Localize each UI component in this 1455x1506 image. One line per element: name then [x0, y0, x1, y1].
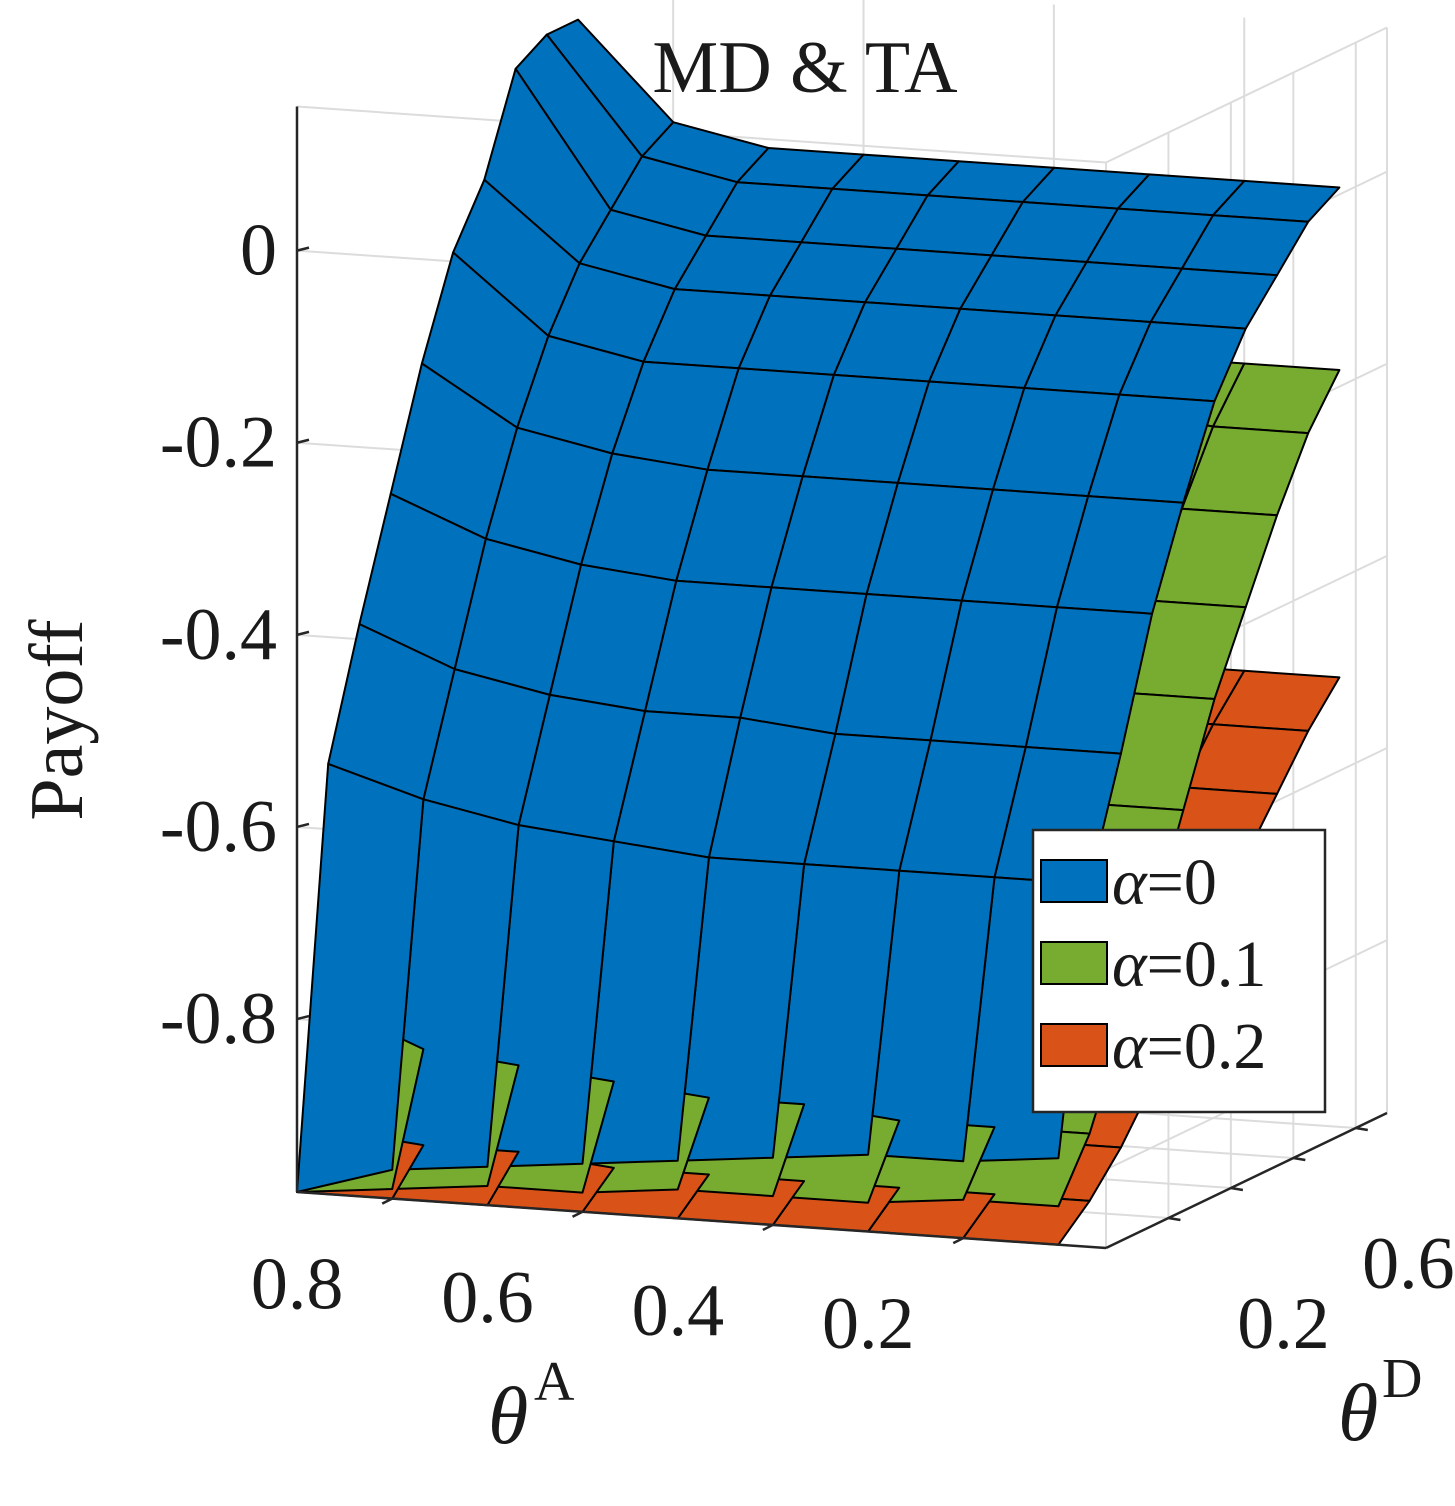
chart-title: MD & TA: [652, 27, 957, 109]
y-axis-label-symbol: θ: [1338, 1367, 1378, 1458]
y-tick: [1293, 1156, 1306, 1162]
legend-entry-symbol: α: [1112, 846, 1148, 919]
y-tick: [1230, 1186, 1244, 1192]
z-tick-label: -0.6: [160, 786, 277, 868]
z-tick: [296, 1014, 310, 1021]
x-tick-label: 0.4: [632, 1270, 725, 1352]
legend: α=0α=0.1α=0.2: [1031, 828, 1327, 1114]
y-tick: [1355, 1126, 1368, 1132]
y-axis-line: [1105, 1111, 1388, 1250]
x-tick: [571, 1210, 584, 1218]
z-tick-label: 0: [240, 210, 277, 292]
x-axis-line: [296, 1190, 1107, 1250]
z-tick: [296, 246, 310, 252]
y-tick-label: 0.6: [1362, 1223, 1455, 1305]
z-axis-label: Payoff: [15, 619, 99, 821]
legend-swatch: [1040, 859, 1108, 903]
z-tick-label: -0.2: [160, 402, 277, 484]
legend-entry-symbol: α: [1112, 1010, 1148, 1083]
y-tick-label: 0.2: [1237, 1283, 1330, 1365]
x-tick: [762, 1223, 774, 1232]
legend-entry-label: α=0.1: [1112, 928, 1266, 1001]
legend-entry-label: α=0: [1112, 846, 1217, 919]
legend-swatch: [1040, 941, 1108, 985]
x-tick: [952, 1236, 964, 1245]
x-axis-label-superscript: A: [534, 1351, 575, 1413]
z-tick-label: -0.8: [160, 978, 277, 1060]
legend-entry-value: =0: [1147, 846, 1217, 919]
x-axis-label-symbol: θ: [488, 1370, 528, 1461]
x-axis-label: θ A: [488, 1351, 575, 1461]
x-tick-label: 0.8: [251, 1244, 344, 1326]
x-tick-label: 0.6: [441, 1257, 534, 1339]
x-tick-label: 0.2: [822, 1283, 915, 1365]
legend-swatch: [1040, 1023, 1108, 1067]
y-axis-label: θ D: [1338, 1348, 1422, 1458]
y-tick: [1168, 1216, 1181, 1222]
legend-entry-value: =0.2: [1147, 1010, 1267, 1083]
x-tick: [381, 1197, 393, 1205]
legend-entry-value: =0.1: [1147, 928, 1267, 1001]
z-tick: [296, 630, 310, 637]
z-tick: [296, 822, 310, 829]
z-tick: [296, 438, 310, 444]
z-tick-label: -0.4: [160, 594, 277, 676]
legend-entry-symbol: α: [1112, 928, 1148, 1001]
legend-entry-label: α=0.2: [1112, 1010, 1266, 1083]
axis-layer: 0 -0.2 -0.4 -0.6 -0.8 0.8 0.6 0.4 0.2 0.2 0.6: [160, 106, 1455, 1365]
grid-box-edge: [1105, 26, 1388, 164]
y-axis-label-superscript: D: [1382, 1348, 1422, 1410]
surface-face-α=0: [296, 762, 425, 1193]
